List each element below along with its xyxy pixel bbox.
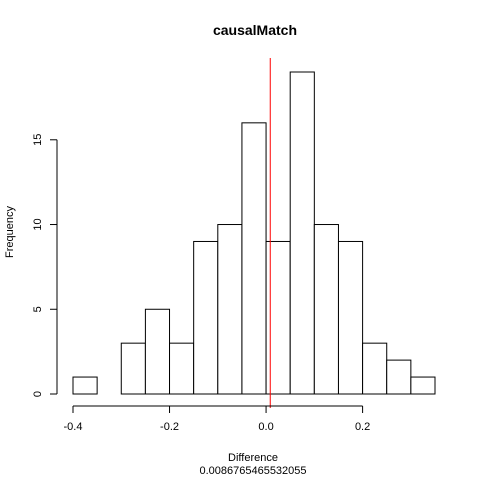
y-axis-label: Frequency	[4, 206, 16, 258]
bars-group	[72, 71, 436, 395]
histogram-bar	[72, 376, 98, 395]
histogram-bar	[386, 359, 412, 395]
histogram-bar	[313, 224, 339, 395]
y-tick-label: 0	[32, 391, 44, 397]
y-tick-label: 10	[32, 218, 44, 230]
x-tick-label: 0.2	[355, 421, 370, 433]
histogram-bar	[241, 122, 267, 395]
x-tick-label: -0.2	[160, 421, 179, 433]
histogram-bar	[144, 308, 171, 395]
histogram-bar	[410, 376, 436, 395]
chart-subtitle: 0.0086765465532055	[199, 465, 306, 477]
histogram-bar	[289, 71, 315, 395]
y-tick-label: 5	[32, 306, 44, 312]
x-axis: -0.4 -0.2 0.0 0.2	[64, 405, 370, 433]
histogram-bar	[362, 342, 388, 395]
x-tick-label: -0.4	[64, 421, 83, 433]
histogram-bar	[337, 240, 364, 395]
chart-title: causalMatch	[213, 22, 297, 38]
histogram-bar	[217, 224, 243, 395]
y-axis: 0 5 10 15	[32, 134, 58, 397]
histogram-bar	[169, 342, 195, 395]
x-axis-label: Difference	[228, 452, 278, 464]
histogram-bar	[120, 342, 146, 395]
histogram-bar	[265, 240, 291, 395]
y-tick-label: 15	[32, 134, 44, 146]
x-tick-label: 0.0	[258, 421, 273, 433]
histogram-bar	[193, 240, 219, 395]
